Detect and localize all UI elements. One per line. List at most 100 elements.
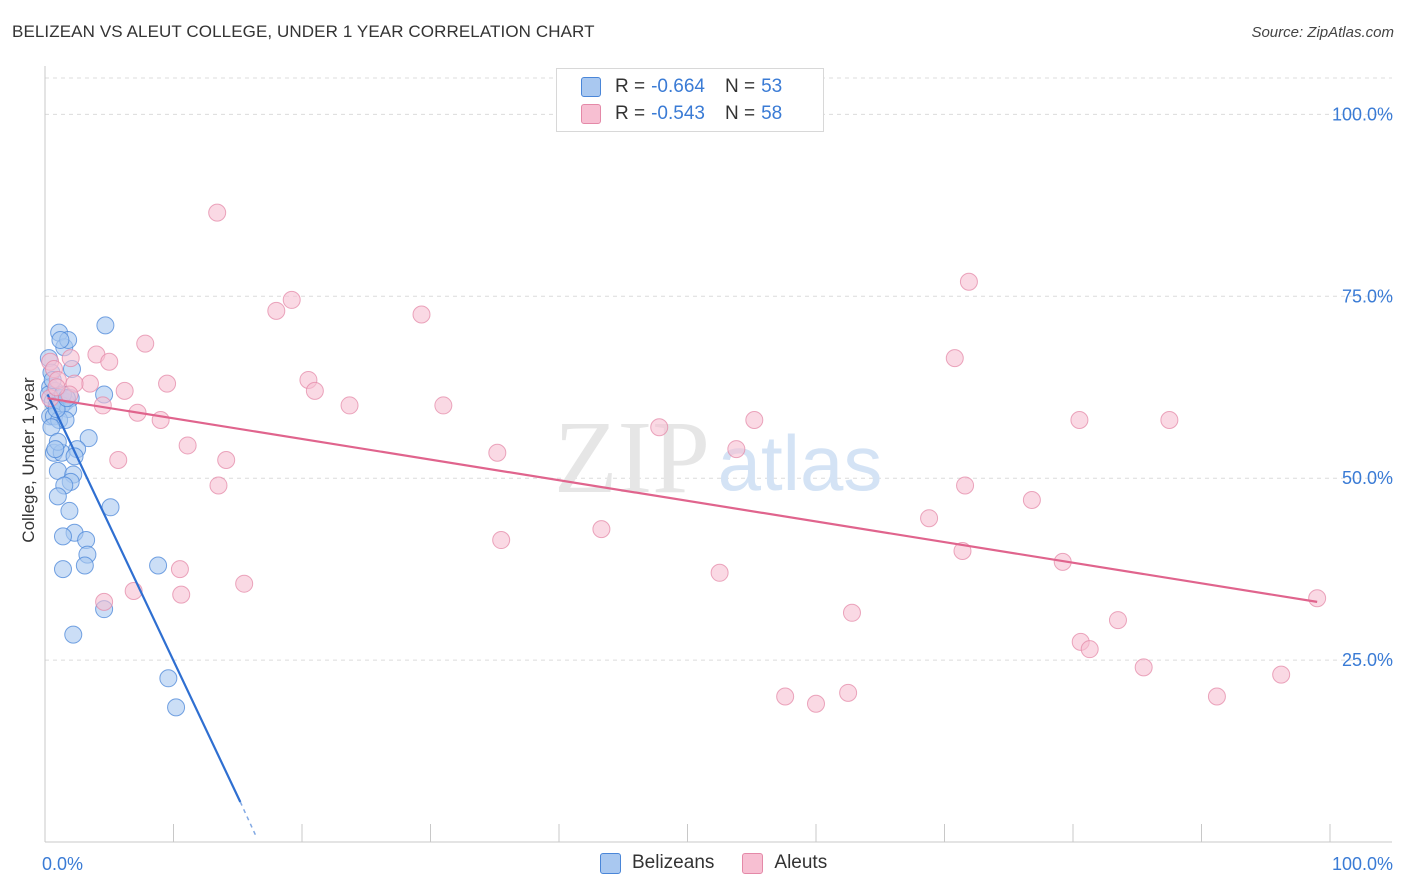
legend-r-label: R = xyxy=(615,76,646,97)
legend-item-aleuts[interactable]: Aleuts xyxy=(742,852,827,874)
chart-title: BELIZEAN VS ALEUT COLLEGE, UNDER 1 YEAR … xyxy=(12,22,595,41)
aleut-point xyxy=(217,451,236,469)
labels-layer: 100.0% 75.0% 50.0% 25.0% 0.0% 100.0% College, … xyxy=(19,104,1393,874)
aleut-point xyxy=(100,352,119,371)
aleut-point xyxy=(650,418,669,437)
legend-label-aleuts: Aleuts xyxy=(774,852,828,873)
stats-legend: R = -0.664 N = 53 R = -0.543 N = 58 xyxy=(556,68,824,132)
legend-swatch-blue xyxy=(581,77,601,97)
source-label: Source: ZipAtlas.com xyxy=(1251,24,1394,41)
legend-swatch-pink xyxy=(581,104,601,124)
aleut-point xyxy=(267,301,286,320)
points-layer xyxy=(39,203,1327,717)
aleut-point xyxy=(1308,589,1327,608)
aleut-point xyxy=(1134,658,1153,677)
aleut-point xyxy=(945,349,964,368)
aleut-point xyxy=(305,381,324,400)
x-tick-label: 0.0% xyxy=(42,854,83,874)
aleut-point xyxy=(1080,640,1099,659)
legend-row-belizeans: R = -0.664 N = 53 xyxy=(581,76,782,98)
legend-r-value: -0.543 xyxy=(651,103,705,124)
aleut-point xyxy=(488,443,507,462)
aleut-point xyxy=(1108,611,1127,630)
aleut-point xyxy=(727,440,746,459)
aleut-point xyxy=(282,290,301,309)
aleut-point xyxy=(592,520,611,539)
y-tick-label: 75.0% xyxy=(1342,286,1393,306)
aleut-point xyxy=(340,396,359,415)
aleut-point xyxy=(47,378,66,397)
belizean-trendline-extension xyxy=(239,801,258,839)
series-legend: Belizeans Aleuts xyxy=(600,852,855,874)
legend-n-label: N = xyxy=(724,103,756,124)
y-axis-title: College, Under 1 year xyxy=(19,377,38,543)
aleut-point xyxy=(178,436,197,455)
aleut-point xyxy=(170,560,189,579)
aleut-point xyxy=(1272,665,1291,684)
belizean-point xyxy=(96,316,115,335)
aleut-point xyxy=(136,334,155,353)
aleut-point xyxy=(1207,687,1226,706)
belizean-point xyxy=(51,330,70,349)
aleut-point xyxy=(1070,410,1089,429)
aleut-point xyxy=(95,592,114,611)
axis-layer xyxy=(44,66,1392,843)
belizean-point xyxy=(79,429,98,448)
belizean-trendline xyxy=(46,394,242,803)
aleut-point xyxy=(959,272,978,291)
aleut-point xyxy=(807,694,825,713)
y-tick-label: 25.0% xyxy=(1342,650,1393,670)
aleut-point xyxy=(1022,491,1041,510)
aleut-point xyxy=(842,603,861,622)
aleut-point xyxy=(209,476,228,495)
aleut-point xyxy=(151,410,170,429)
belizean-point xyxy=(159,669,178,688)
watermark-atlas: atlas xyxy=(718,419,883,507)
x-tick-label: 100.0% xyxy=(1332,854,1393,874)
aleut-point xyxy=(115,381,134,400)
aleut-point xyxy=(80,374,99,393)
aleut-point xyxy=(776,687,795,706)
watermark: ZIP atlas xyxy=(554,400,882,515)
trend-layer xyxy=(46,394,1318,839)
aleut-point xyxy=(412,305,431,324)
aleut-point xyxy=(839,683,858,702)
belizean-point xyxy=(48,487,67,506)
legend-n-label: N = xyxy=(724,76,756,97)
aleut-point xyxy=(109,451,128,469)
legend-swatch-aleuts xyxy=(742,852,764,874)
belizean-point xyxy=(46,440,65,459)
belizean-point xyxy=(53,527,72,546)
legend-n-value: 53 xyxy=(761,76,783,97)
belizean-point xyxy=(53,560,72,579)
y-tick-label: 50.0% xyxy=(1342,468,1393,488)
legend-n-value: 58 xyxy=(761,103,783,124)
belizean-point xyxy=(149,556,168,575)
aleut-point xyxy=(434,396,453,415)
legend-row-aleuts: R = -0.543 N = 58 xyxy=(581,103,782,125)
belizean-point xyxy=(64,625,83,644)
aleut-point xyxy=(710,563,729,582)
legend-swatch-belizeans xyxy=(600,852,621,874)
legend-r-value: -0.664 xyxy=(651,76,705,97)
watermark-zip: ZIP xyxy=(554,400,710,515)
aleut-point xyxy=(920,509,939,528)
aleut-point xyxy=(172,585,191,604)
legend-r-label: R = xyxy=(615,103,646,124)
aleut-point xyxy=(492,531,511,550)
belizean-point xyxy=(60,501,79,520)
aleut-trendline xyxy=(47,397,1318,603)
aleut-point xyxy=(158,374,177,393)
aleut-point xyxy=(235,574,254,593)
y-tick-label: 100.0% xyxy=(1332,104,1393,124)
aleut-point xyxy=(745,410,764,429)
aleut-point xyxy=(208,203,227,222)
legend-item-belizeans[interactable]: Belizeans xyxy=(600,852,714,874)
aleut-point xyxy=(61,349,80,368)
belizean-point xyxy=(75,556,94,575)
belizean-point xyxy=(167,698,186,717)
aleut-point xyxy=(1160,410,1179,429)
aleut-point xyxy=(956,476,975,495)
legend-label-belizeans: Belizeans xyxy=(632,852,715,873)
